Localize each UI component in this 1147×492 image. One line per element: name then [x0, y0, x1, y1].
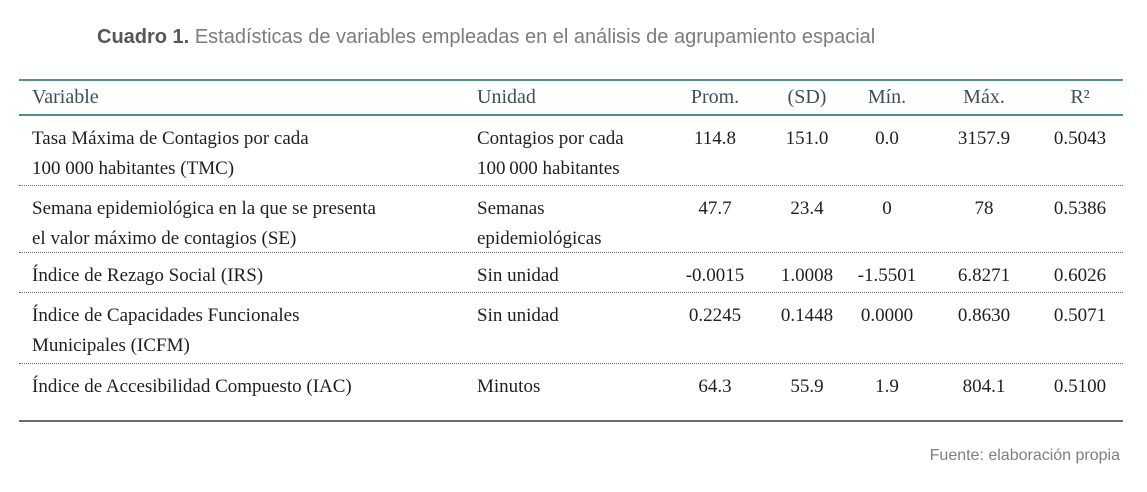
min-value: 1.9	[875, 376, 899, 397]
sd-value: 55.9	[790, 376, 824, 397]
variable-line: Índice de Capacidades Funcionales	[32, 305, 300, 326]
r2-value: 0.5043	[1053, 128, 1107, 149]
min-value: 0.0000	[860, 305, 914, 326]
table-row-tmc: Tasa Máxima de Contagios por cada 100 00…	[19, 116, 1123, 186]
col-header-sd: (SD)	[787, 86, 827, 108]
variable-name: Semana epidemiológica en la que se prese…	[19, 186, 469, 254]
sd-value: 1.0008	[780, 265, 834, 286]
min-value: 0	[882, 198, 892, 219]
unit-line: Sin unidad	[477, 305, 559, 326]
min-value: 0.0	[875, 128, 899, 149]
col-header-variable: Variable	[32, 86, 99, 108]
statistics-table: Variable Unidad Prom. (SD) Mín. Máx. R² …	[19, 79, 1123, 422]
source-note: Fuente: elaboración propia	[929, 447, 1120, 464]
variable-line: el valor máximo de contagios (SE)	[32, 228, 297, 249]
variable-line: Índice de Rezago Social (IRS)	[32, 265, 264, 286]
variable-line: Tasa Máxima de Contagios por cada	[32, 128, 309, 149]
col-header-unidad: Unidad	[477, 86, 536, 108]
caption-label: Cuadro 1.	[97, 26, 190, 48]
table-header-row: Variable Unidad Prom. (SD) Mín. Máx. R²	[19, 79, 1123, 116]
max-value: 6.8271	[957, 265, 1011, 286]
sd-value: 0.1448	[780, 305, 834, 326]
prom-value: 64.3	[698, 376, 732, 397]
table-row-icfm: Índice de Capacidades Funcionales Munici…	[19, 293, 1123, 364]
variable-line: Municipales (ICFM)	[32, 335, 190, 356]
variable-line: 100 000 habitantes (TMC)	[32, 158, 235, 179]
variable-name: Tasa Máxima de Contagios por cada 100 00…	[19, 116, 469, 185]
table-row-irs: Índice de Rezago Social (IRS) Sin unidad…	[19, 253, 1123, 293]
prom-value: 114.8	[693, 128, 737, 149]
unit-line: Semanas	[477, 198, 545, 219]
r2-value: 0.5386	[1053, 198, 1107, 219]
unit-line: 100 000 habitantes	[477, 158, 620, 179]
r2-value: 0.6026	[1053, 265, 1107, 286]
col-header-max: Máx.	[963, 86, 1005, 108]
variable-name: Índice de Accesibilidad Compuesto (IAC)	[19, 364, 469, 420]
caption-text: Estadísticas de variables empleadas en e…	[194, 26, 876, 48]
variable-line: Índice de Accesibilidad Compuesto (IAC)	[32, 376, 352, 397]
sd-value: 23.4	[790, 198, 824, 219]
prom-value: 47.7	[698, 198, 732, 219]
unit-label: Sin unidad	[469, 253, 659, 292]
min-value: -1.5501	[857, 265, 917, 286]
max-value: 3157.9	[957, 128, 1011, 149]
variable-name: Índice de Capacidades Funcionales Munici…	[19, 293, 469, 363]
unit-line: Sin unidad	[477, 265, 559, 286]
prom-value: 0.2245	[688, 305, 742, 326]
max-value: 804.1	[962, 376, 1006, 397]
max-value: 78	[974, 198, 994, 219]
unit-line: Minutos	[477, 376, 541, 397]
prom-value: -0.0015	[685, 265, 745, 286]
unit-label: Minutos	[469, 364, 659, 420]
r2-value: 0.5100	[1053, 376, 1107, 397]
col-header-min: Mín.	[867, 86, 907, 108]
table-row-iac: Índice de Accesibilidad Compuesto (IAC) …	[19, 364, 1123, 422]
unit-label: Contagios por cada 100 000 habitantes	[469, 116, 659, 185]
col-header-r2: R²	[1070, 86, 1090, 108]
table-caption: Cuadro 1. Estadísticas de variables empl…	[97, 25, 875, 49]
r2-value: 0.5071	[1053, 305, 1107, 326]
col-header-prom: Prom.	[690, 86, 740, 108]
table-row-se: Semana epidemiológica en la que se prese…	[19, 186, 1123, 253]
max-value: 0.8630	[957, 305, 1011, 326]
unit-line: epidemiológicas	[477, 228, 602, 249]
sd-value: 151.0	[785, 128, 829, 149]
variable-line: Semana epidemiológica en la que se prese…	[32, 198, 376, 219]
unit-line: Contagios por cada	[477, 128, 624, 149]
unit-label: Sin unidad	[469, 293, 659, 363]
unit-label: Semanas epidemiológicas	[469, 186, 659, 254]
variable-name: Índice de Rezago Social (IRS)	[19, 253, 469, 292]
